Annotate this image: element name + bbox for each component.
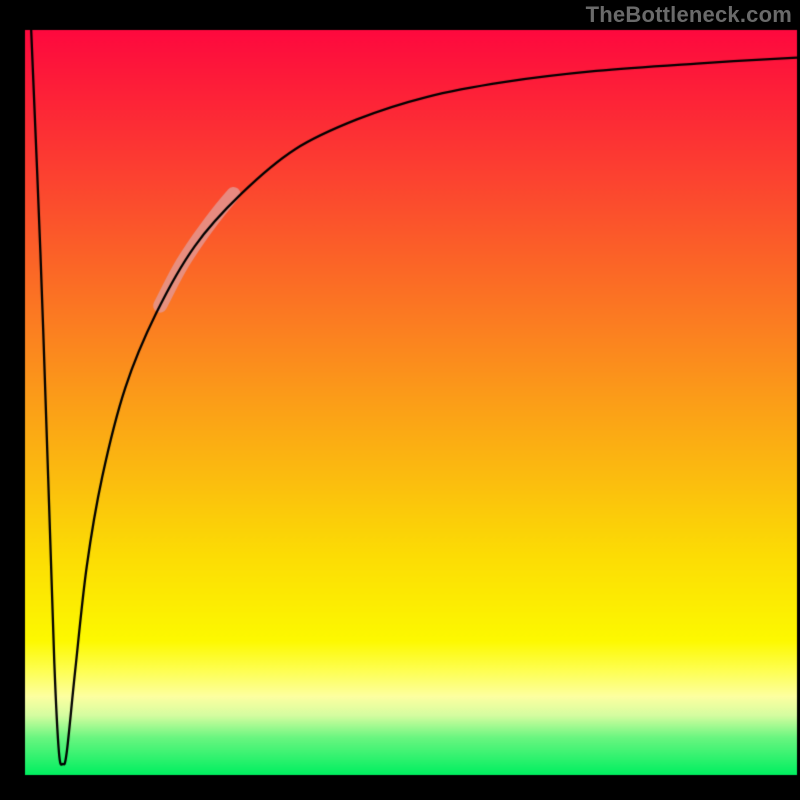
bottleneck-plot [0, 0, 800, 800]
watermark-text: TheBottleneck.com [586, 2, 792, 28]
